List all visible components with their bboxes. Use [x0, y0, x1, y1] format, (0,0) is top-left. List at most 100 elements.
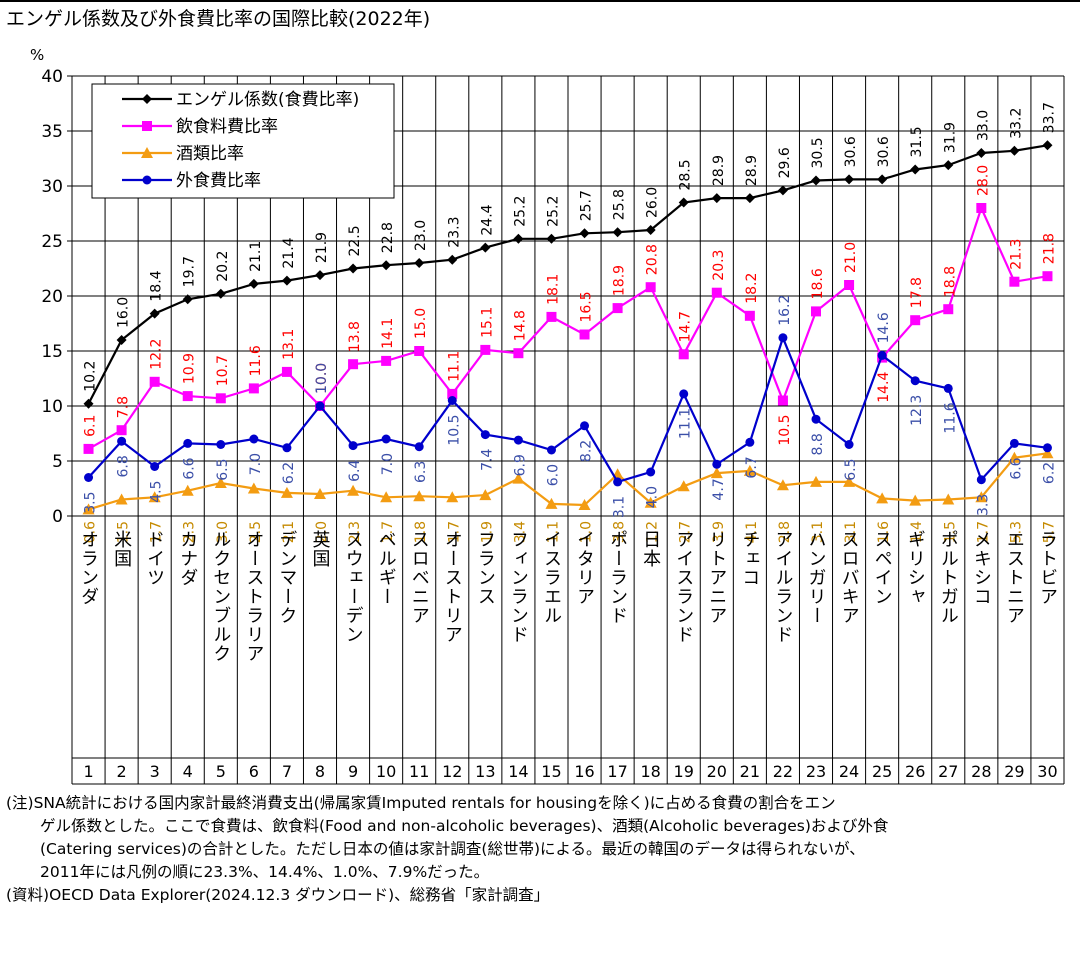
data-label: 3.4: [512, 521, 528, 543]
legend-label: 酒類比率: [176, 144, 244, 164]
data-label: 25.2: [512, 196, 528, 227]
data-point: [182, 391, 193, 402]
category-label: イスラエル: [541, 530, 562, 625]
rank-label: 24: [839, 762, 859, 781]
data-point: [776, 479, 789, 491]
legend-label: 飲食料費比率: [176, 117, 278, 137]
data-label: 3.1: [810, 521, 826, 543]
data-label: 4.0: [645, 486, 661, 508]
rank-label: 15: [541, 762, 561, 781]
data-label: 8.2: [579, 440, 595, 462]
data-label: 15.0: [413, 308, 429, 339]
data-label: 10.0: [314, 363, 330, 394]
data-label: 21.9: [314, 232, 330, 263]
data-point: [975, 491, 988, 503]
data-label: 2.5: [248, 521, 264, 543]
data-label: 28.0: [975, 165, 991, 196]
data-point: [744, 310, 755, 321]
category-label: リトアニア: [706, 530, 727, 625]
data-point: [580, 421, 590, 431]
data-point: [578, 499, 591, 510]
category-label: チェコ: [739, 530, 760, 587]
data-label: 28.9: [744, 155, 760, 186]
data-label: 18.9: [612, 265, 628, 296]
data-point: [414, 258, 425, 268]
data-label: 1.5: [942, 521, 958, 543]
y-tick-label: 20: [41, 287, 63, 307]
data-point: [148, 491, 161, 503]
rank-label: 14: [508, 762, 528, 781]
data-label: 18.6: [810, 268, 826, 299]
data-label: 26.0: [645, 187, 661, 218]
data-point: [1042, 271, 1053, 282]
y-tick-label: 40: [41, 67, 63, 87]
y-tick-label: 15: [41, 342, 63, 362]
data-point: [1008, 451, 1021, 463]
data-label: 4.5: [149, 481, 165, 503]
data-point: [314, 488, 326, 499]
data-point: [447, 388, 458, 399]
data-label: 11.1: [446, 351, 462, 382]
data-point: [116, 335, 127, 345]
data-label: 21.8: [1041, 233, 1057, 264]
data-label: 21.4: [281, 237, 297, 268]
data-label: 16.2: [777, 295, 793, 326]
legend-marker: [142, 94, 152, 104]
rank-label: 20: [707, 762, 727, 781]
rank-label: 23: [806, 762, 826, 781]
data-point: [182, 294, 193, 305]
data-label: 4.1: [744, 521, 760, 543]
data-point: [644, 496, 657, 508]
data-label: 1.8: [413, 521, 429, 543]
data-point: [678, 349, 689, 360]
category-label: オーストリア: [442, 530, 463, 644]
category-label: カナダ: [177, 530, 198, 587]
category-label: ラトビア: [1037, 530, 1058, 606]
rank-label: 25: [872, 762, 892, 781]
data-label: 11.1: [678, 408, 694, 439]
data-label: 6.4: [347, 460, 363, 482]
data-label: 22.8: [380, 222, 396, 253]
data-label: 6.3: [413, 461, 429, 483]
category-label: メキシコ: [971, 530, 992, 606]
rank-label: 26: [905, 762, 925, 781]
data-label: 33.7: [1041, 102, 1057, 133]
data-label: 3.1: [612, 496, 628, 518]
data-label: 3.3: [975, 494, 991, 516]
rank-label: 10: [376, 762, 396, 781]
legend-marker: [141, 147, 153, 158]
data-label: 1.2: [645, 521, 661, 543]
data-label: 23.3: [446, 217, 462, 248]
data-point: [480, 430, 490, 440]
data-label: 13.8: [347, 321, 363, 352]
data-point: [1009, 145, 1020, 156]
category-label: 英国: [310, 530, 331, 568]
data-point: [280, 486, 293, 498]
data-point: [249, 434, 259, 444]
legend-label: 外食費比率: [176, 171, 261, 191]
data-label: 24.4: [479, 204, 495, 235]
data-label: 18.2: [744, 273, 760, 304]
data-point: [546, 311, 557, 322]
data-point: [909, 494, 922, 506]
rank-label: 28: [971, 762, 991, 781]
data-label: 6.6: [1008, 457, 1024, 479]
data-point: [844, 174, 855, 185]
data-point: [181, 484, 194, 496]
data-point: [612, 303, 623, 314]
data-point: [214, 477, 227, 488]
data-label: 14.4: [876, 372, 892, 403]
category-label: アイスランド: [673, 530, 694, 644]
data-point: [579, 329, 590, 340]
data-label: 11.6: [248, 345, 264, 376]
data-label: 25.7: [579, 190, 595, 221]
data-label: 21.1: [248, 241, 264, 272]
data-point: [413, 490, 426, 502]
data-point: [381, 355, 392, 366]
data-point: [347, 484, 360, 496]
data-point: [546, 233, 557, 244]
data-label: 10.7: [215, 355, 231, 386]
data-label: 2.3: [182, 521, 198, 543]
data-point: [711, 287, 722, 298]
rank-label: 6: [249, 762, 259, 781]
